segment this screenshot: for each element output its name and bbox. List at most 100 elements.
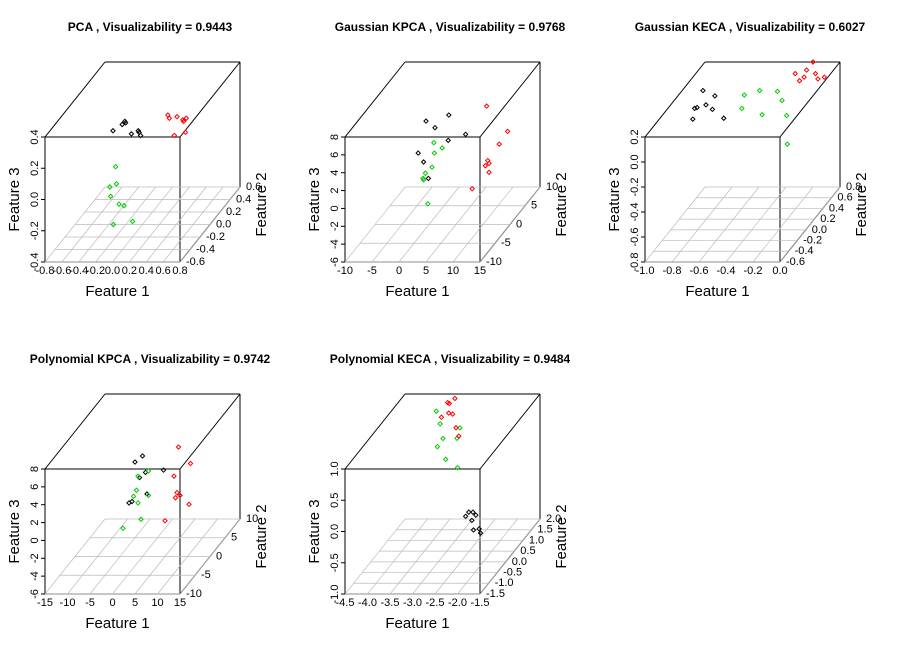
point	[177, 492, 183, 499]
point	[812, 70, 819, 77]
x-tick-label: 5	[423, 265, 429, 277]
x-tick-label: -0.4	[69, 265, 88, 277]
point	[796, 77, 803, 84]
point	[145, 468, 152, 474]
z-tick-label: 6	[29, 484, 41, 490]
x-tick-label: -5	[85, 597, 95, 609]
point	[442, 456, 449, 463]
x-axis-title: Feature 1	[85, 283, 149, 300]
x-tick-label: 0.4	[139, 265, 154, 277]
z-tick-label: -2	[29, 553, 41, 563]
y-tick-label: -0.6	[786, 256, 805, 268]
point	[801, 74, 807, 81]
point	[132, 459, 138, 465]
point	[121, 202, 127, 209]
x-tick-label: -0.6	[52, 265, 71, 277]
point	[135, 500, 141, 506]
point	[779, 97, 785, 104]
z-tick-label: -0.6	[629, 228, 641, 247]
point	[759, 111, 765, 118]
x-tick-label: -15	[37, 597, 53, 609]
point	[483, 103, 490, 109]
box-edge	[179, 61, 241, 138]
z-tick-label: -2	[329, 221, 341, 231]
x-tick-label: 5	[132, 597, 138, 609]
point	[821, 74, 828, 81]
point	[434, 443, 441, 450]
point	[433, 408, 440, 414]
point	[139, 453, 146, 459]
point	[462, 513, 469, 520]
point	[425, 175, 432, 182]
point	[130, 493, 137, 500]
point	[453, 424, 459, 431]
grid-line	[671, 186, 733, 263]
y-tick-label: 1.0	[529, 534, 544, 546]
x-axis-title: Feature 1	[385, 615, 449, 632]
point	[472, 512, 479, 518]
y-tick-label: 0.4	[236, 193, 251, 205]
z-tick-label: 0.2	[629, 129, 641, 144]
y-tick-label: 0.6	[837, 192, 852, 204]
z-tick-label: -0.5	[329, 553, 341, 572]
point	[484, 157, 491, 164]
y-tick-label: 10	[546, 181, 558, 193]
y-tick-label: -1.0	[495, 577, 514, 589]
x-tick-label: 0.0	[772, 265, 787, 277]
point	[107, 193, 114, 200]
grid-line	[644, 186, 706, 263]
grid-line	[779, 186, 841, 263]
point	[756, 87, 763, 94]
y-tick-label: 0.0	[216, 218, 231, 230]
point	[469, 517, 475, 524]
point	[445, 137, 452, 144]
y-tick-label: -0.6	[186, 256, 205, 268]
z-tick-label: -4	[329, 239, 341, 249]
y-tick-label: 5	[531, 200, 537, 212]
point	[137, 132, 144, 139]
x-tick-label: -0.4	[717, 265, 736, 277]
point	[437, 420, 443, 427]
box-edge	[44, 61, 106, 138]
y-axis-title: Feature 2	[253, 504, 270, 568]
grid-line	[479, 518, 541, 595]
x-tick-label: 15	[474, 265, 486, 277]
point	[462, 131, 469, 138]
point	[113, 181, 120, 187]
y-tick-label: -5	[201, 569, 211, 581]
point	[457, 425, 463, 431]
point	[424, 200, 431, 207]
point	[741, 92, 748, 98]
y-tick-label: -0.5	[503, 566, 522, 578]
y-tick-label: 0.0	[512, 556, 527, 568]
box-edge	[479, 61, 541, 138]
point	[720, 115, 727, 122]
y-tick-label: -0.2	[206, 231, 225, 243]
y-tick-label: -10	[186, 588, 202, 600]
y-tick-label: 0.8	[846, 181, 861, 193]
point	[712, 93, 718, 99]
point	[129, 218, 136, 225]
grid-line	[698, 186, 760, 263]
x-tick-label: -0.2	[744, 265, 763, 277]
grid-line	[344, 518, 406, 595]
point	[122, 118, 128, 125]
x-tick-label: 0	[396, 265, 402, 277]
z-tick-label: -0.2	[629, 178, 641, 197]
point	[496, 141, 503, 147]
z-tick-label: 0	[329, 205, 341, 211]
y-tick-label: 0.0	[812, 224, 827, 236]
z-tick-label: -6	[29, 589, 41, 599]
z-axis-title: Feature 3	[6, 167, 23, 231]
point	[815, 76, 821, 82]
x-tick-label: -0.8	[36, 265, 55, 277]
z-tick-label: 4	[29, 502, 41, 508]
z-axis-title: Feature 3	[306, 499, 323, 563]
x-tick-label: 15	[174, 597, 186, 609]
point	[174, 113, 180, 120]
point	[452, 395, 458, 402]
x-tick-label: 10	[447, 265, 459, 277]
y-axis-title: Feature 2	[253, 172, 270, 236]
y-axis-title: Feature 2	[553, 504, 570, 568]
z-tick-label: 0.0	[629, 154, 641, 169]
